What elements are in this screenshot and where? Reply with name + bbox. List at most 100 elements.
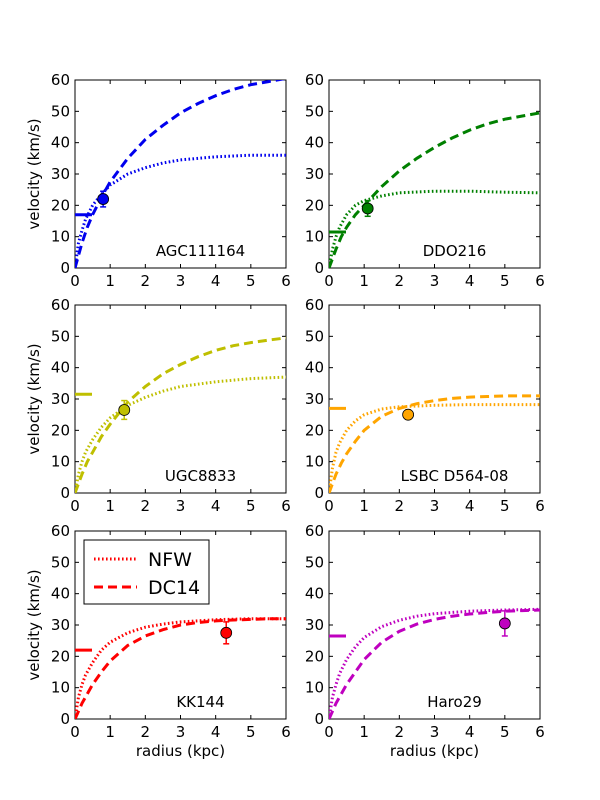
y-tick-label: 10 bbox=[305, 679, 324, 697]
dc14-curve bbox=[329, 394, 540, 493]
y-tick-label: 40 bbox=[305, 585, 324, 603]
y-tick-label: 20 bbox=[305, 421, 324, 439]
data-point bbox=[402, 408, 415, 421]
x-tick-label: 1 bbox=[359, 723, 369, 741]
y-tick-label: 0 bbox=[60, 710, 70, 728]
x-tick-label: 2 bbox=[395, 723, 405, 741]
y-tick-label: 10 bbox=[51, 679, 70, 697]
y-tick-label: 40 bbox=[51, 134, 70, 152]
dc14-curve bbox=[75, 80, 286, 268]
x-tick-label: 1 bbox=[105, 723, 115, 741]
plot-area bbox=[75, 336, 286, 493]
y-axis-label: velocity (km/s) bbox=[25, 343, 43, 454]
x-tick-label: 4 bbox=[465, 723, 475, 741]
plot-area bbox=[75, 80, 286, 268]
y-tick-label: 60 bbox=[305, 71, 324, 89]
y-tick-label: 30 bbox=[51, 165, 70, 183]
plot-area bbox=[329, 111, 540, 268]
y-tick-label: 0 bbox=[60, 259, 70, 277]
x-tick-label: 6 bbox=[281, 272, 291, 290]
y-tick-label: 60 bbox=[305, 296, 324, 314]
data-point bbox=[97, 193, 110, 205]
axes-frame bbox=[328, 79, 541, 269]
data-point bbox=[361, 202, 374, 215]
y-tick-label: 30 bbox=[305, 165, 324, 183]
dc14-curve bbox=[75, 336, 286, 493]
x-tick-label: 6 bbox=[281, 723, 291, 741]
y-tick-label: 50 bbox=[51, 553, 70, 571]
y-tick-label: 20 bbox=[305, 196, 324, 214]
y-tick-label: 60 bbox=[51, 296, 70, 314]
y-axis-label: velocity (km/s) bbox=[25, 118, 43, 229]
x-tick-label: 0 bbox=[70, 272, 80, 290]
y-tick-label: 0 bbox=[60, 484, 70, 502]
x-tick-label: 4 bbox=[211, 497, 221, 515]
x-tick-label: 5 bbox=[500, 272, 510, 290]
x-tick-label: 0 bbox=[70, 497, 80, 515]
nfw-curve bbox=[329, 189, 540, 268]
y-tick-label: 10 bbox=[305, 453, 324, 471]
y-tick-label: 50 bbox=[305, 327, 324, 345]
y-tick-label: 50 bbox=[305, 102, 324, 120]
data-point bbox=[220, 626, 233, 639]
y-tick-label: 20 bbox=[51, 647, 70, 665]
x-axis-label: radius (kpc) bbox=[390, 742, 479, 760]
y-tick-label: 20 bbox=[305, 647, 324, 665]
x-axis-label: radius (kpc) bbox=[136, 742, 225, 760]
nfw-curve bbox=[329, 403, 540, 493]
galaxy-label: UGC8833 bbox=[165, 467, 236, 485]
y-tick-label: 30 bbox=[51, 616, 70, 634]
x-tick-label: 5 bbox=[246, 723, 256, 741]
y-tick-label: 0 bbox=[314, 484, 324, 502]
x-tick-label: 5 bbox=[246, 497, 256, 515]
x-tick-label: 1 bbox=[105, 497, 115, 515]
x-tick-label: 3 bbox=[430, 272, 440, 290]
x-tick-label: 1 bbox=[359, 497, 369, 515]
axes-frame bbox=[74, 304, 287, 494]
y-tick-label: 60 bbox=[51, 71, 70, 89]
x-tick-label: 2 bbox=[141, 497, 151, 515]
x-tick-label: 6 bbox=[535, 723, 545, 741]
x-tick-label: 2 bbox=[141, 272, 151, 290]
y-tick-label: 60 bbox=[305, 522, 324, 540]
x-tick-label: 2 bbox=[395, 497, 405, 515]
x-tick-label: 6 bbox=[535, 497, 545, 515]
x-tick-label: 0 bbox=[324, 497, 334, 515]
nfw-curve bbox=[329, 607, 540, 719]
plot-area bbox=[75, 617, 286, 719]
x-tick-label: 0 bbox=[324, 272, 334, 290]
x-tick-label: 5 bbox=[500, 723, 510, 741]
axes-frame bbox=[74, 79, 287, 269]
x-tick-label: 3 bbox=[430, 497, 440, 515]
x-tick-label: 4 bbox=[465, 497, 475, 515]
y-tick-label: 40 bbox=[305, 359, 324, 377]
x-tick-label: 4 bbox=[211, 723, 221, 741]
y-tick-label: 30 bbox=[51, 390, 70, 408]
legend-label-nfw: NFW bbox=[148, 549, 192, 571]
y-tick-label: 0 bbox=[314, 259, 324, 277]
y-tick-label: 40 bbox=[51, 585, 70, 603]
x-tick-label: 0 bbox=[70, 723, 80, 741]
x-tick-label: 0 bbox=[324, 723, 334, 741]
nfw-curve bbox=[75, 375, 286, 493]
galaxy-label: AGC111164 bbox=[156, 242, 245, 260]
legend-label-dc14: DC14 bbox=[148, 577, 200, 599]
axes-frame bbox=[328, 304, 541, 494]
y-tick-label: 50 bbox=[305, 553, 324, 571]
plot-area bbox=[329, 607, 540, 719]
nfw-curve bbox=[75, 617, 286, 719]
y-tick-label: 30 bbox=[305, 390, 324, 408]
y-tick-label: 50 bbox=[51, 327, 70, 345]
x-tick-label: 1 bbox=[359, 272, 369, 290]
x-tick-label: 4 bbox=[465, 272, 475, 290]
dc14-curve bbox=[329, 111, 540, 268]
x-tick-label: 6 bbox=[535, 272, 545, 290]
y-tick-label: 20 bbox=[51, 421, 70, 439]
y-tick-label: 0 bbox=[314, 710, 324, 728]
galaxy-label: Haro29 bbox=[427, 693, 482, 711]
